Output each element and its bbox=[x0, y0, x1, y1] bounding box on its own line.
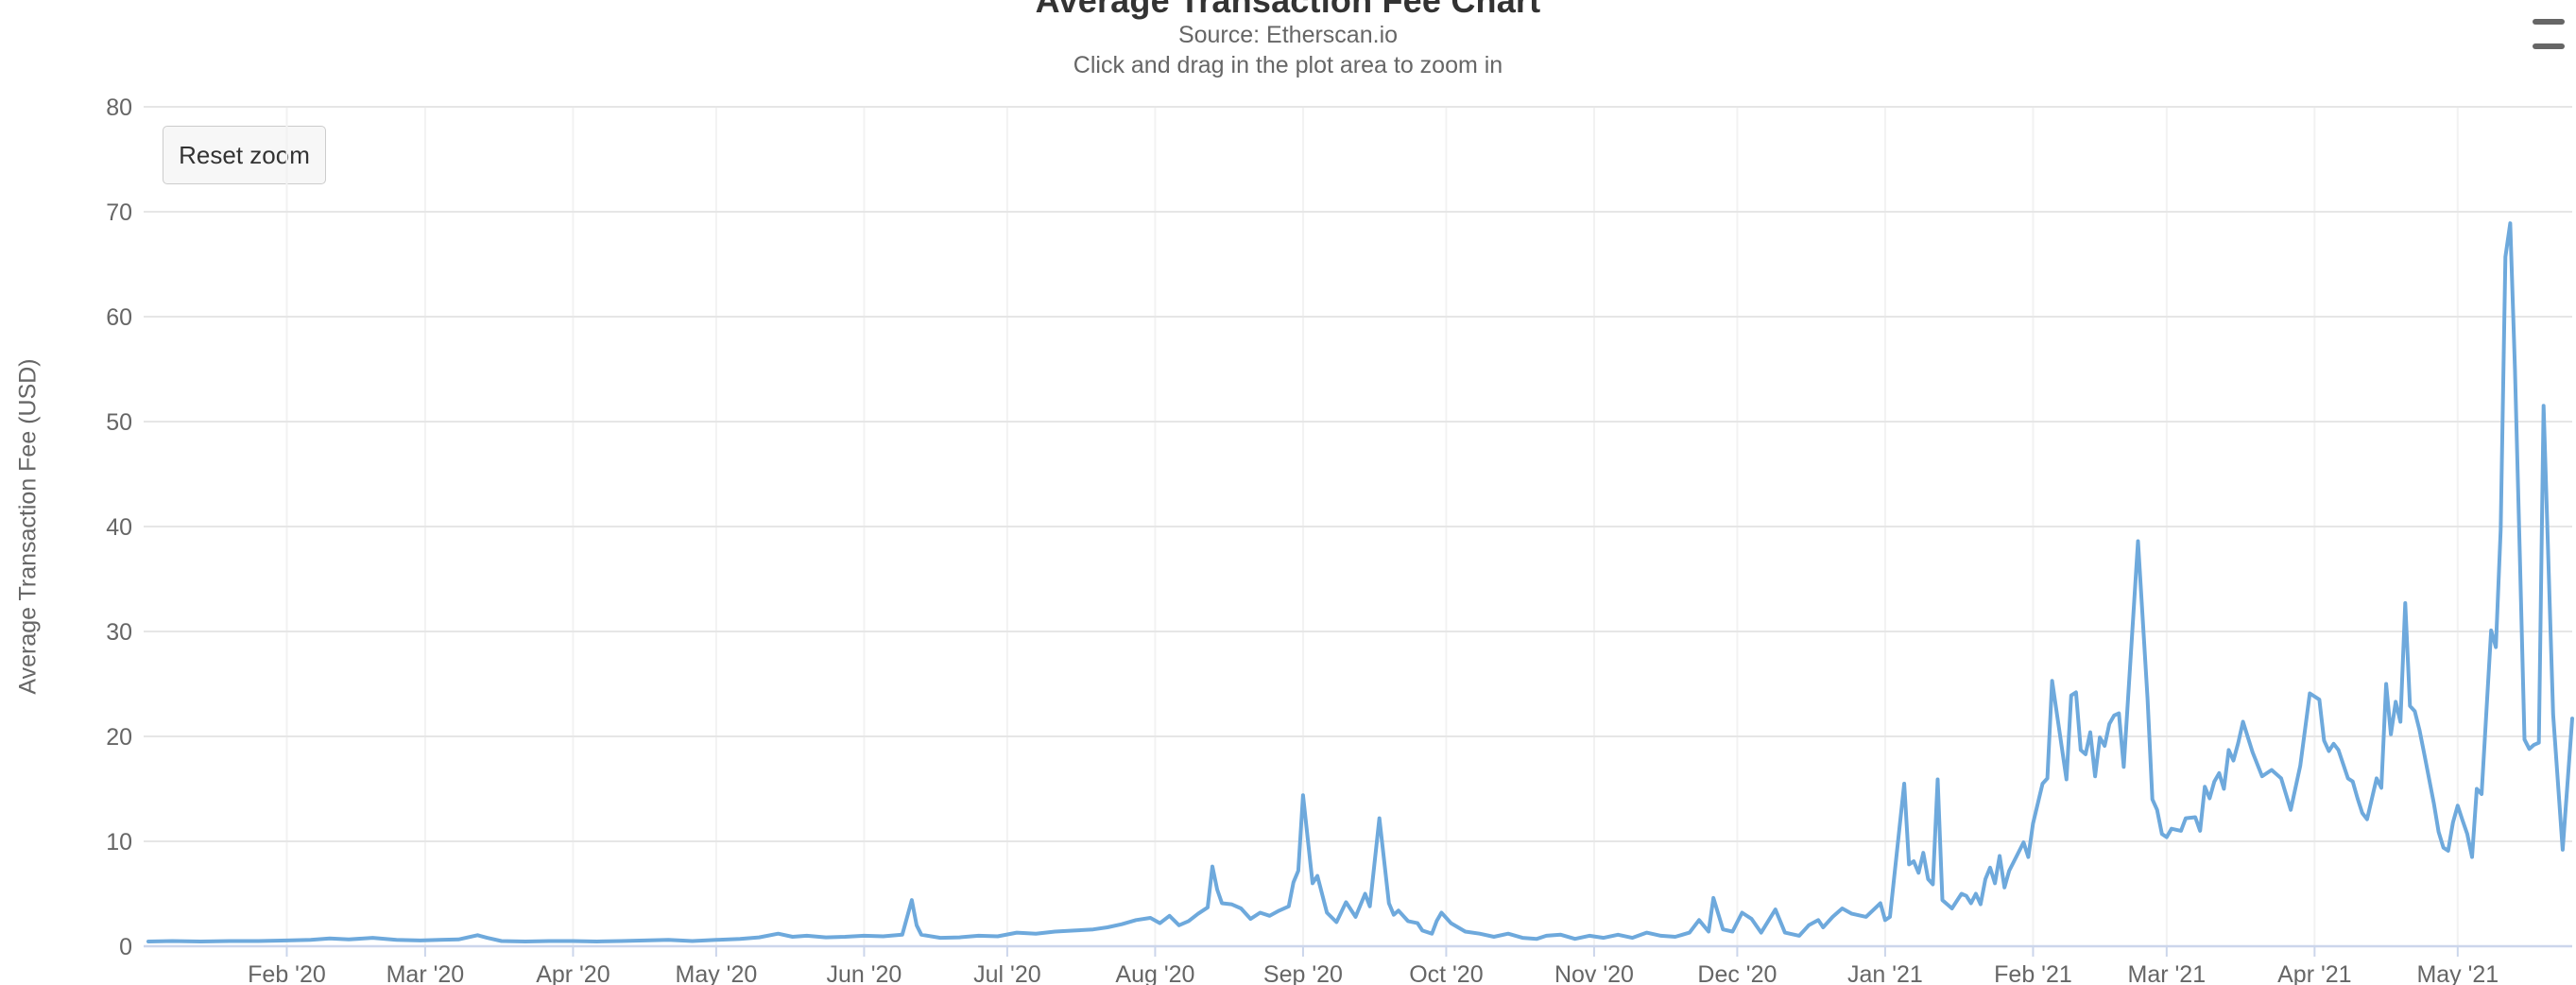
x-axis-label: Feb '21 bbox=[1994, 961, 2072, 985]
y-axis-label: 20 bbox=[106, 724, 132, 751]
x-axis-label: May '21 bbox=[2416, 961, 2499, 985]
fee-line-series bbox=[146, 221, 2574, 943]
x-axis-label: Aug '20 bbox=[1115, 961, 1194, 985]
hamburger-menu-icon bbox=[2533, 19, 2565, 25]
x-axis-label: Jan '21 bbox=[1847, 961, 1923, 985]
y-axis-label: 60 bbox=[106, 304, 132, 331]
x-axis-label: Mar '20 bbox=[386, 961, 465, 985]
x-axis-label: Apr '20 bbox=[536, 961, 610, 985]
chart-subtitle: Source: Etherscan.io bbox=[1177, 22, 1399, 48]
hamburger-menu-icon bbox=[2533, 43, 2565, 49]
x-axis-label: Feb '20 bbox=[248, 961, 326, 985]
x-axis-label: Oct '20 bbox=[1409, 961, 1483, 985]
y-axis-label: 0 bbox=[119, 934, 132, 960]
x-axis-label: Mar '21 bbox=[2128, 961, 2207, 985]
chart-context-menu-button[interactable] bbox=[2533, 0, 2565, 68]
y-axis-label: 50 bbox=[106, 409, 132, 436]
x-axis-label: Apr '21 bbox=[2277, 961, 2351, 985]
y-axis-label: 30 bbox=[106, 619, 132, 646]
x-axis-label: Sep '20 bbox=[1263, 961, 1343, 985]
reset-zoom-button[interactable]: Reset zoom bbox=[163, 126, 326, 184]
y-axis-label: 10 bbox=[106, 829, 132, 855]
zoom-hint-text: Click and drag in the plot area to zoom … bbox=[1073, 52, 1503, 78]
x-axis-label: May '20 bbox=[676, 961, 758, 985]
x-axis-label: Jun '20 bbox=[826, 961, 902, 985]
y-axis-label: 80 bbox=[106, 95, 132, 121]
x-axis-label: Dec '20 bbox=[1697, 961, 1777, 985]
x-axis-label: Jul '20 bbox=[973, 961, 1040, 985]
y-axis-label: 70 bbox=[106, 199, 132, 226]
y-axis-label: 40 bbox=[106, 514, 132, 541]
x-axis-label: Nov '20 bbox=[1554, 961, 1634, 985]
chart-title: Average Transaction Fee Chart bbox=[1035, 0, 1541, 20]
